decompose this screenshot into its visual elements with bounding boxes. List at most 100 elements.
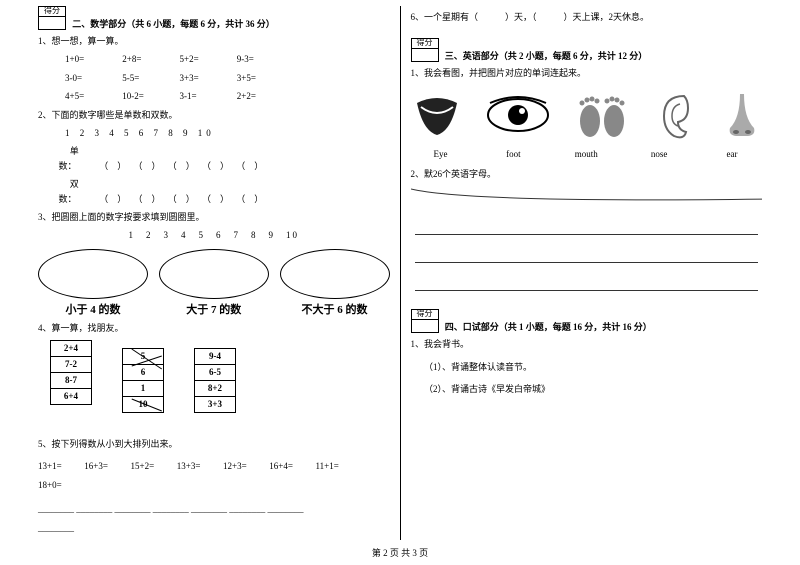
cell: 6 [122, 364, 164, 381]
math-cell: 3-1= [166, 89, 221, 103]
q1-row-1: 1+0= 2+8= 5+2= 9-3= [38, 52, 390, 66]
q1-row-3: 4+5= 10-2= 3-1= 2+2= [38, 89, 390, 103]
q2-numbers: 1 2 3 4 5 6 7 8 9 10 [38, 126, 390, 140]
ovals [38, 249, 390, 299]
word-row: Eye foot mouth nose ear [411, 149, 763, 159]
paren: （ ） [223, 159, 255, 173]
word: Eye [411, 149, 471, 159]
write-line [415, 245, 759, 263]
q1-title: 1、想一想，算一算。 [38, 34, 390, 48]
paren: （ ） [189, 159, 221, 173]
section-2-title: 二、数学部分（共 6 小题，每题 6 分，共计 36 分） [72, 17, 275, 30]
q4-title: 4、算一算，找朋友。 [38, 321, 390, 335]
math-cell: 10-2= [109, 89, 164, 103]
paren: （ ） [154, 159, 186, 173]
e1-title: 1、我会看图，并把图片对应的单词连起来。 [411, 66, 763, 80]
paren: （ ） [154, 192, 186, 206]
score-box: 得分 [411, 38, 439, 62]
cell: 6-5 [194, 364, 236, 381]
right-column: 6、一个星期有（ ）天，（ ）天上课，2天休息。 得分 三、英语部分（共 2 小… [403, 6, 771, 540]
q1-row-2: 3-0= 5-5= 3+3= 3+5= [38, 71, 390, 85]
q5-extra: 18+0= [38, 478, 390, 492]
write-line [415, 273, 759, 291]
math-cell: 2+8= [109, 52, 164, 66]
q5-title: 5、按下列得数从小到大排列出来。 [38, 437, 390, 451]
blank: ________ [76, 502, 112, 516]
paren: （ ） [189, 192, 221, 206]
sort-item: 13+3= [177, 459, 221, 473]
ear-icon [654, 90, 698, 140]
q5-blanks: ________ ________ ________ ________ ____… [38, 502, 390, 516]
page-footer: 第 2 页 共 3 页 [0, 546, 800, 559]
cell: 3+3 [194, 396, 236, 413]
cell: 8-7 [50, 372, 92, 389]
oval-label: 不大于 6 的数 [280, 301, 390, 317]
left-column: 得分 二、数学部分（共 6 小题，每题 6 分，共计 36 分） 1、想一想，算… [30, 6, 398, 540]
math-cell: 3-0= [52, 71, 107, 85]
sort-item: 15+2= [131, 459, 175, 473]
col-b: 5 6 1 10 [122, 349, 164, 431]
cell: 2+4 [50, 340, 92, 357]
math-cell: 1+0= [52, 52, 107, 66]
cell: 9-4 [194, 348, 236, 365]
oval-3 [280, 249, 390, 299]
e2-title: 2、默26个英语字母。 [411, 167, 763, 181]
col-a: 2+4 7-2 8-7 6+4 [50, 341, 92, 431]
q5-blank-last: ________ [38, 521, 390, 535]
sort-item: 12+3= [223, 459, 267, 473]
curve-line [411, 185, 763, 205]
cell: 1 [122, 380, 164, 397]
blank: ________ [153, 502, 189, 516]
section-4-title: 四、口试部分（共 1 小题，每题 16 分，共计 16 分） [445, 320, 652, 333]
oval-label: 小于 4 的数 [38, 301, 148, 317]
even-label: 双数： [52, 177, 84, 206]
nose-icon [722, 90, 762, 140]
q2-title: 2、下面的数字哪些是单数和双数。 [38, 108, 390, 122]
blank: ________ [115, 502, 151, 516]
oval-2 [159, 249, 269, 299]
blank: ________ [38, 502, 74, 516]
cell: 5 [122, 348, 164, 365]
score-label: 得分 [412, 38, 438, 49]
o1-title: 1、我会背书。 [411, 337, 763, 351]
col-c: 9-4 6-5 8+2 3+3 [194, 349, 236, 431]
blank: ________ [268, 502, 304, 516]
sort-item: 16+4= [269, 459, 313, 473]
math-cell: 2+2= [223, 89, 278, 103]
paren: （ ） [86, 159, 118, 173]
q2-odd: 单数： （ ） （ ） （ ） （ ） （ ） [38, 144, 390, 173]
math-cell: 5-5= [109, 71, 164, 85]
q3-numbers: 1 2 3 4 5 6 7 8 9 10 [38, 228, 390, 242]
oval-label: 大于 7 的数 [159, 301, 269, 317]
q5-row: 13+1= 16+3= 15+2= 13+3= 12+3= 16+4= 11+1… [38, 459, 390, 473]
image-row [411, 89, 763, 141]
section-4-header: 得分 四、口试部分（共 1 小题，每题 16 分，共计 16 分） [411, 309, 763, 333]
cell: 7-2 [50, 356, 92, 373]
section-2-header: 得分 二、数学部分（共 6 小题，每题 6 分，共计 36 分） [38, 6, 390, 30]
sort-item: 11+1= [316, 459, 360, 473]
oval-labels: 小于 4 的数 大于 7 的数 不大于 6 的数 [38, 301, 390, 317]
page: 得分 二、数学部分（共 6 小题，每题 6 分，共计 36 分） 1、想一想，算… [0, 0, 800, 540]
section-3-title: 三、英语部分（共 2 小题，每题 6 分，共计 12 分） [445, 49, 648, 62]
section-3-header: 得分 三、英语部分（共 2 小题，每题 6 分，共计 12 分） [411, 38, 763, 62]
sort-item: 13+1= [38, 459, 82, 473]
q3-title: 3、把圆圈上面的数字按要求填到圆圈里。 [38, 210, 390, 224]
paren: （ ） [120, 159, 152, 173]
word: ear [702, 149, 762, 159]
cell: 6+4 [50, 388, 92, 405]
paren: （ ） [86, 192, 118, 206]
score-label: 得分 [412, 309, 438, 320]
score-box: 得分 [38, 6, 66, 30]
cell: 8+2 [194, 380, 236, 397]
q6: 6、一个星期有（ ）天，（ ）天上课，2天休息。 [411, 10, 763, 24]
eye-icon [486, 95, 550, 135]
feet-icon [574, 91, 630, 139]
o1-item-2: （2）、背诵古诗《早发白帝城》 [411, 382, 763, 396]
q2-even: 双数： （ ） （ ） （ ） （ ） （ ） [38, 177, 390, 206]
word: mouth [556, 149, 616, 159]
score-box: 得分 [411, 309, 439, 333]
sort-item: 16+3= [84, 459, 128, 473]
score-label: 得分 [39, 6, 65, 17]
word: foot [483, 149, 543, 159]
o1-item-1: （1）、背诵整体认读音节。 [411, 360, 763, 374]
